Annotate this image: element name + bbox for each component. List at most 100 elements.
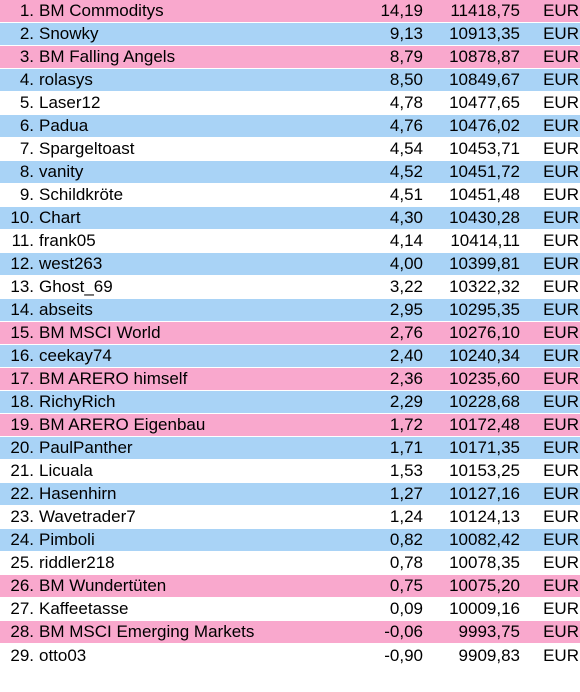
name-cell: Spargeltoast (39, 139, 135, 158)
rank-cell: 25. (10, 553, 34, 572)
currency-cell: EUR (543, 70, 579, 89)
table-row: 28. BM MSCI Emerging Markets -0,06 9993,75 E… (0, 621, 580, 644)
currency-cell: EUR (543, 576, 579, 595)
currency-cell: EUR (543, 254, 579, 273)
currency-cell: EUR (543, 162, 579, 181)
name-cell: west263 (39, 254, 103, 273)
name-cell: Kaffeetasse (39, 599, 129, 618)
rank-cell: 22. (10, 484, 34, 503)
name-cell: Hasenhirn (39, 484, 117, 503)
value-cell: 10476,02 (449, 116, 520, 135)
rank-cell: 17. (10, 369, 34, 388)
rank-cell: 8. (19, 162, 34, 181)
rank-cell: 24. (10, 530, 34, 549)
percent-cell: 1,71 (389, 438, 423, 457)
table-row: 26. BM Wundertüten 0,75 10075,20 EUR (0, 575, 580, 598)
rank-cell: 13. (10, 277, 34, 296)
percent-cell: 2,40 (389, 346, 423, 365)
name-cell: RichyRich (39, 392, 116, 411)
rank-cell: 27. (10, 599, 34, 618)
rank-cell: 7. (19, 139, 34, 158)
table-row: 4. rolasys 8,50 10849,67 EUR (0, 69, 580, 92)
value-cell: 9909,83 (458, 646, 520, 665)
name-cell: riddler218 (39, 553, 115, 572)
currency-cell: EUR (543, 300, 579, 319)
value-cell: 10075,20 (449, 576, 520, 595)
percent-cell: 0,75 (389, 576, 423, 595)
percent-cell: 4,52 (389, 162, 423, 181)
name-cell: Pimboli (39, 530, 95, 549)
rank-cell: 15. (10, 323, 34, 342)
rank-cell: 12. (10, 254, 34, 273)
currency-cell: EUR (543, 507, 579, 526)
rank-cell: 5. (19, 93, 34, 112)
table-row: 10. Chart 4,30 10430,28 EUR (0, 207, 580, 230)
value-cell: 10172,48 (449, 415, 520, 434)
currency-cell: EUR (543, 346, 579, 365)
table-row: 21. Licuala 1,53 10153,25 EUR (0, 460, 580, 483)
value-cell: 10276,10 (449, 323, 520, 342)
currency-cell: EUR (543, 415, 579, 434)
rank-cell: 28. (10, 622, 34, 641)
rank-cell: 3. (19, 47, 34, 66)
rank-cell: 10. (10, 208, 34, 227)
value-cell: 10235,60 (449, 369, 520, 388)
rank-cell: 4. (19, 70, 34, 89)
table-row: 5. Laser12 4,78 10477,65 EUR (0, 92, 580, 115)
table-row: 3. BM Falling Angels 8,79 10878,87 EUR (0, 46, 580, 69)
rank-cell: 1. (19, 1, 34, 20)
rank-cell: 18. (10, 392, 34, 411)
name-cell: Wavetrader7 (39, 507, 136, 526)
percent-cell: 4,78 (389, 93, 423, 112)
value-cell: 10322,32 (449, 277, 520, 296)
name-cell: Laser12 (39, 93, 101, 112)
currency-cell: EUR (543, 646, 579, 665)
currency-cell: EUR (543, 599, 579, 618)
percent-cell: 0,09 (389, 599, 423, 618)
value-cell: 10078,35 (449, 553, 520, 572)
percent-cell: -0,06 (384, 622, 423, 641)
name-cell: Padua (39, 116, 89, 135)
percent-cell: 9,13 (389, 24, 423, 43)
table-row: 17. BM ARERO himself 2,36 10235,60 EUR (0, 368, 580, 391)
table-row: 25. riddler218 0,78 10078,35 EUR (0, 552, 580, 575)
table-row: 7. Spargeltoast 4,54 10453,71 EUR (0, 138, 580, 161)
value-cell: 10913,35 (449, 24, 520, 43)
currency-cell: EUR (543, 461, 579, 480)
table-row: 12. west263 4,00 10399,81 EUR (0, 253, 580, 276)
table-row: 9. Schildkröte 4,51 10451,48 EUR (0, 184, 580, 207)
name-cell: BM ARERO himself (39, 369, 188, 388)
table-row: 2. Snowky 9,13 10913,35 EUR (0, 23, 580, 46)
currency-cell: EUR (543, 277, 579, 296)
table-row: 19. BM ARERO Eigenbau 1,72 10172,48 EUR (0, 414, 580, 437)
percent-cell: 4,76 (389, 116, 423, 135)
value-cell: 10171,35 (449, 438, 520, 457)
value-cell: 10009,16 (449, 599, 520, 618)
value-cell: 10124,13 (449, 507, 520, 526)
value-cell: 10240,34 (449, 346, 520, 365)
percent-cell: 2,29 (389, 392, 423, 411)
currency-cell: EUR (543, 116, 579, 135)
value-cell: 10849,67 (449, 70, 520, 89)
percent-cell: 0,82 (389, 530, 423, 549)
rank-cell: 26. (10, 576, 34, 595)
name-cell: BM MSCI World (39, 323, 161, 342)
percent-cell: 4,14 (389, 231, 423, 250)
currency-cell: EUR (543, 323, 579, 342)
name-cell: Schildkröte (39, 185, 124, 204)
rank-cell: 6. (19, 116, 34, 135)
value-cell: 10082,42 (449, 530, 520, 549)
table-row: 29. otto03 -0,90 9909,83 EUR (0, 644, 580, 669)
table-row: 14. abseits 2,95 10295,35 EUR (0, 299, 580, 322)
percent-cell: 2,76 (389, 323, 423, 342)
value-cell: 10451,72 (449, 162, 520, 181)
currency-cell: EUR (543, 392, 579, 411)
name-cell: Licuala (39, 461, 93, 480)
table-row: 20. PaulPanther 1,71 10171,35 EUR (0, 437, 580, 460)
rank-cell: 20. (10, 438, 34, 457)
currency-cell: EUR (543, 553, 579, 572)
value-cell: 10878,87 (449, 47, 520, 66)
value-cell: 10228,68 (449, 392, 520, 411)
percent-cell: 2,36 (389, 369, 423, 388)
name-cell: Ghost_69 (39, 277, 113, 296)
